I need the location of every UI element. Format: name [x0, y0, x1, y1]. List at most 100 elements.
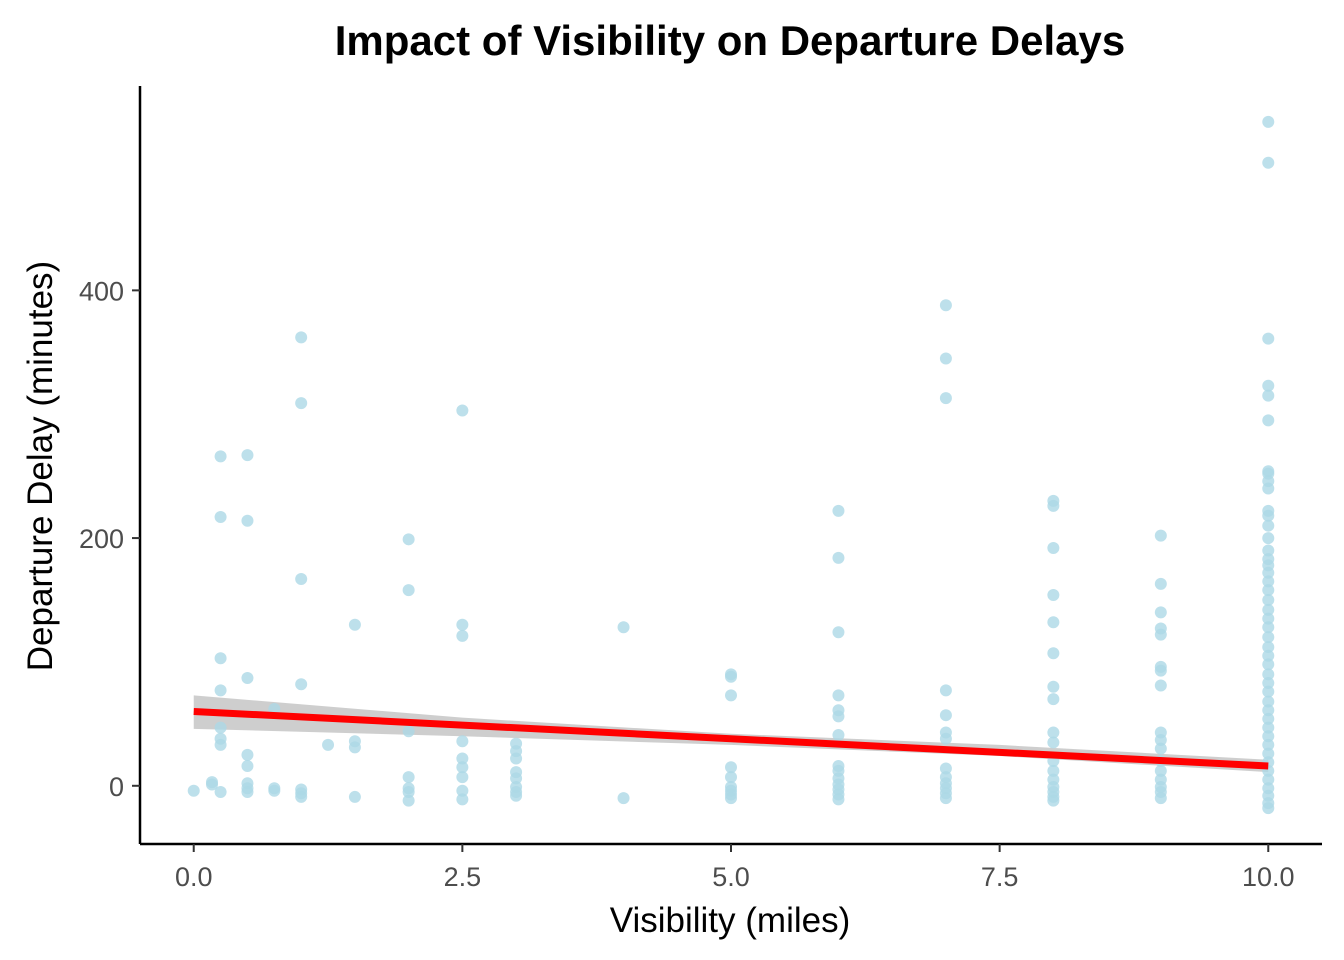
data-point: [214, 684, 227, 697]
data-point: [1262, 584, 1275, 597]
data-point: [295, 331, 308, 344]
data-point: [1047, 616, 1060, 629]
data-point: [241, 748, 254, 761]
data-point: [939, 392, 952, 405]
x-tick-label: 0.0: [175, 862, 213, 892]
data-point: [214, 652, 227, 665]
data-point: [939, 684, 952, 697]
data-point: [1262, 676, 1275, 689]
data-point: [1262, 414, 1275, 427]
data-point: [1154, 679, 1167, 692]
data-point: [1262, 389, 1275, 402]
data-point: [241, 449, 254, 462]
data-point: [295, 678, 308, 691]
data-point: [214, 450, 227, 463]
data-point: [1154, 664, 1167, 677]
data-point: [832, 626, 845, 639]
data-point: [1262, 156, 1275, 169]
data-point: [725, 670, 737, 683]
data-point: [1154, 742, 1167, 755]
x-tick-label: 5.0: [712, 862, 750, 892]
data-point: [832, 504, 845, 517]
data-point: [402, 771, 415, 784]
data-point: [939, 299, 952, 312]
data-point: [1047, 764, 1060, 777]
data-point: [1154, 764, 1167, 777]
data-point: [510, 789, 523, 802]
data-point: [1262, 695, 1275, 708]
data-point: [456, 793, 469, 806]
data-point: [214, 738, 227, 751]
plot-area: [187, 115, 1275, 815]
data-point: [402, 725, 415, 738]
x-axis-label: Visibility (miles): [610, 901, 851, 940]
data-point: [1154, 733, 1167, 746]
data-point: [456, 629, 469, 642]
data-point: [1047, 499, 1060, 512]
y-tick-label: 400: [79, 276, 124, 306]
data-point: [1262, 519, 1275, 532]
y-tick-label: 0: [109, 772, 124, 802]
data-point: [1262, 747, 1275, 760]
data-point: [725, 771, 737, 784]
data-point: [1047, 541, 1060, 554]
y-tick-label: 200: [79, 524, 124, 554]
data-point: [510, 772, 523, 785]
data-point: [456, 618, 469, 631]
data-point: [1154, 792, 1167, 805]
data-point: [1262, 544, 1275, 557]
data-point: [939, 762, 952, 775]
data-point: [456, 404, 469, 417]
x-tick-label: 2.5: [444, 862, 482, 892]
data-point: [1262, 712, 1275, 725]
data-point: [1262, 721, 1275, 734]
data-point: [456, 752, 469, 765]
data-point: [295, 572, 308, 585]
data-point: [348, 618, 361, 631]
data-point: [510, 752, 523, 765]
y-axis-ticks: 0 200 400: [79, 276, 140, 802]
data-point: [1154, 628, 1167, 641]
data-point: [1262, 658, 1275, 671]
data-point: [1047, 794, 1060, 807]
data-point: [1262, 802, 1275, 815]
data-point: [214, 721, 227, 734]
data-point: [214, 511, 227, 524]
data-point: [1262, 738, 1275, 751]
chart-title: Impact of Visibility on Departure Delays: [335, 17, 1125, 64]
data-point: [1262, 566, 1275, 579]
data-point: [456, 784, 469, 797]
data-point: [1262, 603, 1275, 616]
data-point: [322, 738, 335, 751]
data-point: [456, 735, 469, 748]
data-point: [348, 790, 361, 803]
data-point: [402, 794, 415, 807]
x-axis-ticks: 0.0 2.5 5.0 7.5 10.0: [175, 844, 1295, 892]
data-point: [1047, 680, 1060, 693]
data-point: [1262, 668, 1275, 681]
data-point: [1047, 589, 1060, 602]
x-tick-label: 10.0: [1242, 862, 1295, 892]
data-point: [402, 584, 415, 597]
data-point: [456, 761, 469, 774]
data-point: [241, 514, 254, 527]
data-point: [1262, 115, 1275, 128]
data-point: [1262, 730, 1275, 743]
data-point: [1262, 641, 1275, 654]
data-point: [1154, 606, 1167, 619]
data-point: [1262, 509, 1275, 522]
data-point: [1262, 612, 1275, 625]
data-point: [1047, 647, 1060, 660]
data-point: [1262, 482, 1275, 495]
data-point: [1262, 704, 1275, 717]
data-point: [187, 784, 200, 797]
data-point: [402, 533, 415, 546]
data-point: [1262, 621, 1275, 634]
data-point: [832, 710, 845, 723]
data-point: [1262, 631, 1275, 644]
data-point: [832, 551, 845, 564]
data-point: [241, 672, 254, 685]
data-point: [1262, 332, 1275, 345]
data-point: [832, 729, 845, 742]
data-point: [241, 759, 254, 772]
